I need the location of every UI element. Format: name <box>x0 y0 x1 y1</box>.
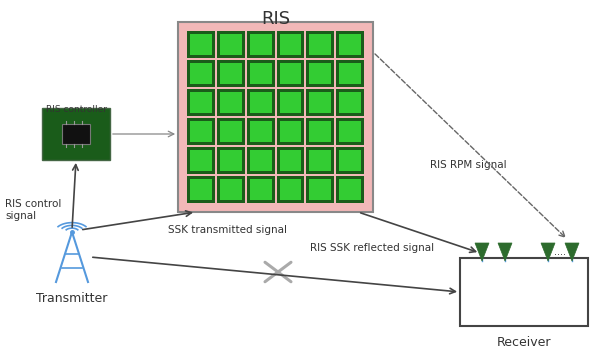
Bar <box>42 108 110 160</box>
Text: RIS RPM signal: RIS RPM signal <box>430 160 507 170</box>
Text: RIS controller: RIS controller <box>45 105 106 114</box>
Bar <box>190 92 212 113</box>
Bar <box>280 92 301 113</box>
Bar <box>220 179 242 200</box>
Bar <box>187 147 215 174</box>
Bar <box>178 22 373 212</box>
Bar <box>217 176 245 203</box>
Bar <box>306 118 334 145</box>
Bar <box>217 118 245 145</box>
Bar <box>187 31 215 58</box>
Bar <box>249 34 272 55</box>
Bar <box>220 121 242 142</box>
Bar <box>280 150 301 171</box>
Bar <box>190 34 212 55</box>
Bar <box>339 34 361 55</box>
Bar <box>217 147 245 174</box>
Bar <box>339 63 361 84</box>
Bar <box>220 63 242 84</box>
Text: RIS control
signal: RIS control signal <box>5 199 62 221</box>
Bar <box>277 89 304 116</box>
Bar <box>249 150 272 171</box>
Polygon shape <box>565 243 579 261</box>
Bar <box>62 124 90 144</box>
Bar <box>220 92 242 113</box>
Bar <box>280 34 301 55</box>
Bar <box>306 176 334 203</box>
Bar <box>249 63 272 84</box>
Bar <box>220 34 242 55</box>
Bar <box>187 118 215 145</box>
Bar <box>277 118 304 145</box>
Bar <box>190 63 212 84</box>
Bar <box>190 150 212 171</box>
Bar <box>246 31 274 58</box>
Bar <box>336 89 364 116</box>
Bar <box>306 31 334 58</box>
Polygon shape <box>498 243 512 261</box>
Bar <box>309 34 331 55</box>
Bar <box>306 147 334 174</box>
Bar <box>309 179 331 200</box>
Bar <box>277 31 304 58</box>
Bar <box>246 176 274 203</box>
Text: RIS: RIS <box>261 10 290 28</box>
Bar <box>277 60 304 87</box>
Bar <box>309 92 331 113</box>
Bar <box>280 63 301 84</box>
Bar <box>336 147 364 174</box>
Bar <box>187 89 215 116</box>
Text: Receiver: Receiver <box>496 336 551 349</box>
Bar <box>339 121 361 142</box>
Bar <box>309 150 331 171</box>
Bar <box>339 179 361 200</box>
Bar <box>280 121 301 142</box>
Bar <box>339 150 361 171</box>
Bar <box>249 179 272 200</box>
Bar <box>249 121 272 142</box>
Text: RIS SSK reflected signal: RIS SSK reflected signal <box>310 243 434 253</box>
Text: SSK transmitted signal: SSK transmitted signal <box>168 225 287 235</box>
Bar <box>277 176 304 203</box>
Bar <box>336 60 364 87</box>
Bar <box>336 118 364 145</box>
Bar <box>246 89 274 116</box>
Bar <box>339 92 361 113</box>
Bar <box>280 179 301 200</box>
Polygon shape <box>475 243 489 261</box>
Bar <box>217 60 245 87</box>
Bar <box>336 176 364 203</box>
Bar <box>190 121 212 142</box>
Text: Transmitter: Transmitter <box>36 292 108 305</box>
Bar <box>220 150 242 171</box>
Bar <box>309 121 331 142</box>
Bar <box>217 31 245 58</box>
Bar <box>460 258 588 326</box>
Bar <box>187 60 215 87</box>
Polygon shape <box>541 243 555 261</box>
Bar <box>246 118 274 145</box>
Bar <box>187 176 215 203</box>
Bar <box>190 179 212 200</box>
Bar <box>309 63 331 84</box>
Bar <box>277 147 304 174</box>
Bar <box>336 31 364 58</box>
Bar <box>246 147 274 174</box>
Text: ....: .... <box>554 247 566 257</box>
Bar <box>306 89 334 116</box>
Bar <box>217 89 245 116</box>
Bar <box>249 92 272 113</box>
Bar <box>306 60 334 87</box>
Bar <box>246 60 274 87</box>
